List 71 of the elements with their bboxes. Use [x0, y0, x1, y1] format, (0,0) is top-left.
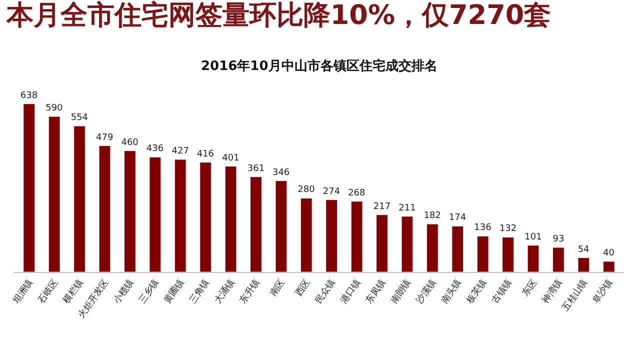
x-tick-label: 东区	[520, 277, 540, 298]
bar	[326, 200, 338, 272]
x-tick-label: 南区	[268, 277, 288, 298]
x-tick-label: 民众镇	[313, 277, 338, 306]
data-label: 479	[96, 132, 114, 143]
bar	[124, 150, 136, 272]
x-tick-label: 东凤镇	[364, 277, 388, 306]
data-label: 361	[247, 164, 265, 174]
data-label: 211	[398, 203, 416, 214]
data-label: 427	[172, 146, 189, 156]
bar	[452, 226, 464, 272]
bar	[476, 236, 489, 272]
x-tick-label: 西区	[293, 277, 313, 298]
data-label: 217	[373, 202, 391, 212]
x-tick-label: 三角镇	[187, 277, 212, 306]
data-label: 54	[578, 244, 590, 255]
x-tick-label: 石岐区	[36, 277, 60, 306]
data-label: 174	[448, 213, 466, 224]
bar	[552, 247, 564, 272]
bar	[149, 156, 162, 272]
x-tick-label: 港口镇	[338, 277, 363, 306]
x-tick-label: 坦洲镇	[10, 277, 36, 307]
x-tick-label: 大涌镇	[212, 277, 237, 306]
x-tick-label: 小榄镇	[112, 277, 136, 306]
data-label: 590	[46, 104, 64, 114]
bar	[250, 176, 262, 272]
data-label: 274	[322, 186, 340, 197]
bar	[174, 159, 186, 272]
bar	[578, 258, 590, 272]
data-label: 101	[524, 232, 542, 242]
x-tick-label: 古镇镇	[490, 277, 514, 306]
x-tick-label: 横栏镇	[61, 277, 86, 306]
bar	[426, 224, 438, 272]
data-label: 136	[474, 223, 492, 234]
chart-title: 本月全市住宅网签量环比降10%，仅7270套	[5, 0, 552, 32]
data-label: 460	[121, 138, 139, 148]
bar	[350, 201, 363, 272]
data-label: 554	[70, 112, 88, 123]
bar	[527, 245, 540, 272]
bar	[200, 162, 212, 272]
data-label: 436	[146, 144, 164, 154]
data-label: 280	[298, 185, 316, 196]
bar	[98, 146, 111, 272]
x-tick-label: 三乡镇	[136, 277, 162, 306]
x-tick-label: 沙溪镇	[414, 277, 439, 306]
data-label: 132	[499, 224, 517, 234]
data-label: 401	[222, 153, 240, 164]
bar	[74, 126, 86, 272]
bar	[224, 166, 237, 272]
x-tick-label: 南头镇	[439, 277, 464, 306]
bar	[300, 198, 312, 272]
bar	[23, 104, 36, 272]
bar	[502, 236, 514, 272]
x-tick-label: 南朗镇	[388, 277, 414, 306]
data-label: 93	[552, 234, 564, 244]
chart-subtitle: 2016年10月中山市各镇区住宅成交排名	[201, 58, 438, 74]
x-tick-label: 东升镇	[238, 277, 262, 306]
x-tick-label: 板芙镇	[464, 277, 489, 307]
bar	[48, 116, 60, 272]
x-tick-label: 黄圃镇	[162, 277, 187, 306]
x-tick-label: 阜沙镇	[590, 277, 616, 306]
data-label: 268	[348, 188, 366, 198]
data-label: 346	[272, 168, 290, 178]
bar	[275, 180, 288, 272]
bar	[401, 216, 414, 272]
data-label: 638	[20, 90, 38, 101]
data-label: 40	[603, 248, 615, 258]
bar	[376, 214, 388, 272]
bar	[602, 261, 615, 272]
data-label: 416	[196, 149, 214, 160]
data-label: 182	[424, 211, 442, 222]
